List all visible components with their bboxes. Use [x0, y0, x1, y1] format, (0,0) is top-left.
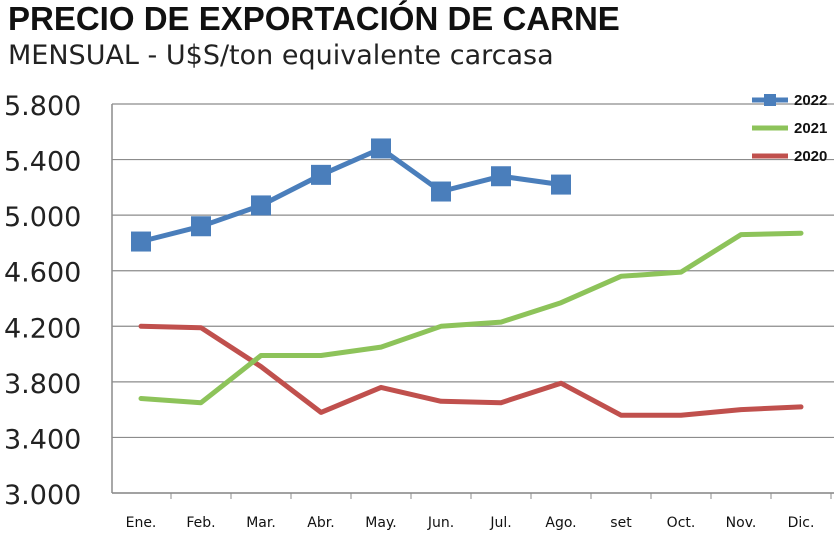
data-point-2022 — [371, 138, 391, 159]
y-tick-label: 4.600 — [4, 258, 81, 289]
x-axis: Ene. Feb. Mar. Abr. May. Jun. Jul. Ago. set Oct. N… — [112, 492, 834, 531]
y-tick-label: 5.800 — [4, 91, 81, 122]
y-tick-label: 4.200 — [4, 313, 81, 344]
x-tick-label: Ago. — [545, 515, 576, 531]
x-tick-label: Jun. — [427, 515, 454, 531]
x-tick-label: Ene. — [126, 515, 157, 531]
chart-title: PRECIO DE EXPORTACIÓN DE CARNE — [8, 0, 620, 37]
legend-label-2020: 2020 — [794, 148, 827, 165]
legend: 2022 2021 2020 — [752, 92, 827, 165]
y-tick-label: 5.000 — [4, 202, 81, 233]
legend-label-2021: 2021 — [794, 120, 827, 137]
series-line-2020 — [138, 323, 804, 418]
x-tick-label: Mar. — [246, 515, 276, 531]
gridlines — [112, 103, 834, 494]
y-tick-label: 5.400 — [4, 147, 81, 178]
series-line-2021 — [138, 230, 804, 406]
x-tick-label: Jul. — [489, 515, 511, 531]
legend-marker-2022 — [764, 94, 776, 106]
data-point-2022 — [251, 195, 271, 216]
x-tick-label: May. — [365, 515, 396, 531]
x-tick-label: Oct. — [667, 515, 696, 531]
chart-subtitle: MENSUAL - U$S/ton equivalente carcasa — [8, 40, 554, 71]
x-tick-label: Nov. — [726, 515, 757, 531]
y-axis: 3.000 3.400 3.800 4.200 4.600 5.000 5.400 5.800 — [4, 91, 113, 511]
data-point-2022 — [431, 181, 451, 202]
data-point-2022 — [491, 166, 511, 187]
x-tick-label: Dic. — [788, 515, 815, 531]
x-tick-label: Abr. — [307, 515, 334, 531]
y-tick-label: 3.800 — [4, 369, 81, 400]
data-point-2022 — [311, 164, 331, 185]
data-point-2022 — [191, 216, 211, 237]
x-tick-label: set — [610, 515, 632, 531]
x-tick-label: Feb. — [186, 515, 215, 531]
y-tick-label: 3.400 — [4, 424, 81, 455]
data-point-2022 — [131, 231, 151, 252]
series-lines — [131, 138, 804, 418]
data-point-2022 — [551, 174, 571, 195]
legend-label-2022: 2022 — [794, 92, 827, 109]
y-tick-label: 3.000 — [4, 480, 81, 511]
